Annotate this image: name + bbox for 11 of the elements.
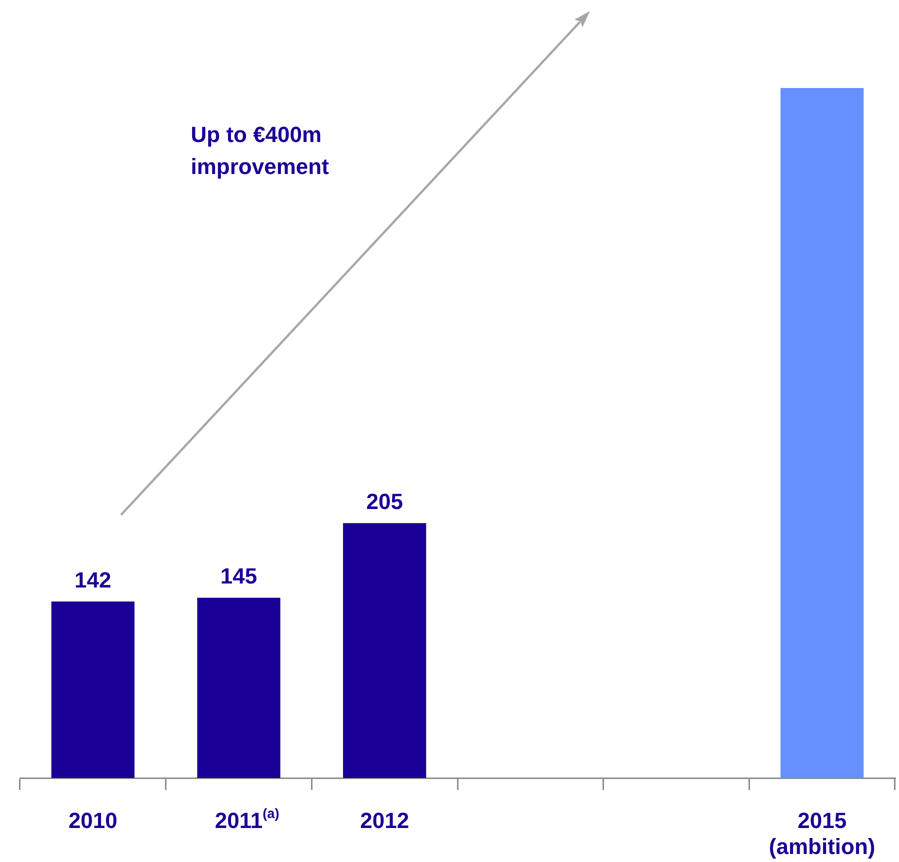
x-tick-label: 2010	[68, 808, 118, 833]
annotation: Up to €400m improvement	[190, 122, 330, 179]
data-label: 145	[220, 564, 258, 589]
x-tick-label: 2015 (ambition)	[768, 808, 876, 859]
bar	[197, 598, 280, 778]
data-label: 205	[366, 489, 403, 514]
bar	[51, 601, 134, 778]
x-tick-label: 2012	[360, 808, 410, 833]
bar	[780, 88, 864, 778]
bar	[343, 523, 426, 778]
data-label: 142	[74, 567, 112, 592]
